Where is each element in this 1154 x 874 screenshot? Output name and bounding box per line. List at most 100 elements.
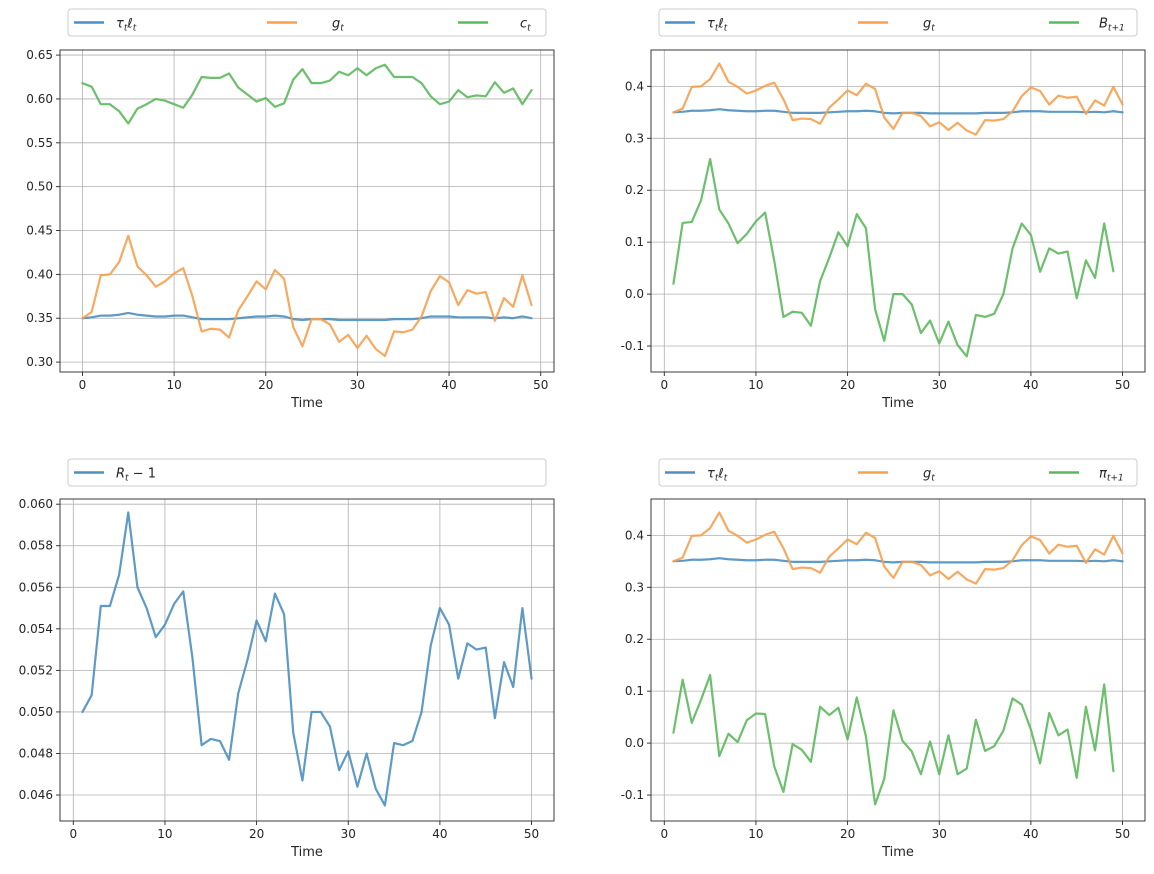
series-line-orange (672, 62, 1124, 136)
x-tick-label: 40 (432, 827, 447, 841)
axes-frame (650, 49, 1146, 373)
y-tick: 0.048 (19, 746, 60, 760)
y-tick: 0.40 (26, 267, 60, 281)
y-tick-label: 0.30 (26, 355, 53, 369)
x-tick: 10 (157, 821, 173, 841)
x-tick: 40 (1023, 372, 1039, 392)
y-tick-label: 0.050 (19, 705, 53, 719)
y-tick-label: 0.052 (19, 663, 53, 677)
legend-entry: gt (267, 17, 344, 34)
y-tick-label: 0.058 (19, 539, 53, 553)
axes-frame (650, 498, 1146, 822)
x-tick: 50 (1115, 821, 1130, 841)
x-axis-title: Time (881, 396, 914, 411)
panel-tax-spending-consumption: 0 10 20 30 40 50 0.30 0.35 0.40 0.45 0.50 0.55 0.60 0… (26, 8, 555, 411)
y-tick: 0.3 (625, 580, 651, 594)
y-tick-label: 0.0 (625, 736, 644, 750)
series-line-orange (81, 234, 533, 358)
x-tick: 30 (932, 372, 947, 392)
y-tick-label: 0.054 (19, 622, 53, 636)
legend-entry: Rt − 1 (74, 467, 156, 484)
y-tick-label: 0.60 (26, 92, 53, 106)
x-tick: 30 (932, 821, 947, 841)
series-line-green (672, 157, 1115, 358)
legend: τtℓt gt ct (67, 8, 547, 37)
y-tick: 0.60 (26, 92, 60, 106)
x-axis-title: Time (290, 845, 323, 860)
y-tick-label: 0.1 (625, 684, 644, 698)
y-tick: 0.0 (625, 287, 651, 301)
legend-entry: πt+1 (1049, 467, 1124, 484)
legend: Rt − 1 (67, 458, 547, 487)
y-tick-label: 0.50 (26, 180, 53, 194)
x-tick-label: 20 (840, 827, 855, 841)
x-tick: 0 (69, 821, 77, 841)
y-tick: -0.1 (621, 788, 651, 802)
y-tick-label: 0.2 (625, 183, 644, 197)
y-tick-label: 0.2 (625, 632, 644, 646)
x-tick: 20 (249, 821, 264, 841)
series-line-blue (81, 511, 533, 807)
legend-label: gt (923, 467, 935, 484)
y-tick-label: -0.1 (621, 339, 644, 353)
x-tick-label: 20 (249, 827, 264, 841)
y-tick-label: 0.65 (26, 48, 53, 62)
legend-label: Rt − 1 (116, 467, 156, 484)
legend-frame (658, 8, 1138, 37)
y-tick: 0.30 (26, 355, 60, 369)
panel-interest-rate: 0 10 20 30 40 50 0.046 0.048 0.050 0.052 0.054 0.05… (19, 458, 555, 860)
x-tick: 40 (1023, 821, 1039, 841)
x-tick-label: 20 (258, 378, 273, 392)
x-tick-label: 20 (840, 378, 855, 392)
x-axis-title: Time (290, 396, 323, 411)
y-tick-label: 0.3 (625, 580, 644, 594)
y-tick: 0.050 (19, 705, 60, 719)
legend-label: gt (332, 17, 344, 34)
y-tick: -0.1 (621, 339, 651, 353)
x-tick-label: 40 (1023, 827, 1038, 841)
y-tick: 0.50 (26, 180, 60, 194)
x-tick-label: 10 (748, 827, 763, 841)
legend-frame (67, 458, 547, 487)
x-tick-label: 10 (748, 378, 763, 392)
x-axis-title: Time (881, 845, 914, 860)
y-tick-label: 0.4 (625, 528, 644, 542)
x-tick-label: 10 (166, 378, 181, 392)
grid (651, 499, 1145, 821)
y-tick: 0.2 (625, 183, 651, 197)
y-tick-label: 0.046 (19, 788, 53, 802)
x-tick-label: 50 (1115, 827, 1130, 841)
legend-label: πt+1 (1099, 467, 1124, 484)
y-tick: 0.058 (19, 539, 60, 553)
legend-entry: gt (858, 17, 935, 34)
y-tick: 0.55 (26, 136, 60, 150)
legend-label: τtℓt (707, 17, 728, 34)
x-tick: 10 (748, 821, 764, 841)
x-tick: 30 (350, 372, 365, 392)
x-tick: 50 (533, 372, 548, 392)
series-line-blue (672, 557, 1124, 564)
x-tick: 0 (660, 372, 668, 392)
x-tick-label: 40 (1023, 378, 1038, 392)
x-tick-label: 50 (524, 827, 539, 841)
x-tick: 50 (1115, 372, 1130, 392)
x-tick: 50 (524, 821, 539, 841)
axes-frame (59, 498, 555, 822)
grid (60, 499, 554, 821)
y-tick: 0.35 (26, 311, 60, 325)
legend-label: gt (923, 17, 935, 34)
y-tick-label: 0.45 (26, 224, 53, 238)
y-tick: 0.054 (19, 622, 60, 636)
x-tick: 40 (432, 821, 448, 841)
legend-label: Bt+1 (1099, 17, 1125, 34)
x-tick: 10 (748, 372, 764, 392)
y-tick: 0.4 (625, 79, 651, 93)
legend: τtℓt gt πt+1 (658, 458, 1138, 487)
y-tick: 0.1 (625, 235, 651, 249)
x-tick-label: 0 (660, 378, 668, 392)
grid (60, 50, 554, 372)
y-tick-label: -0.1 (621, 788, 644, 802)
y-tick-label: 0.35 (26, 311, 53, 325)
legend-label: τtℓt (116, 17, 137, 34)
